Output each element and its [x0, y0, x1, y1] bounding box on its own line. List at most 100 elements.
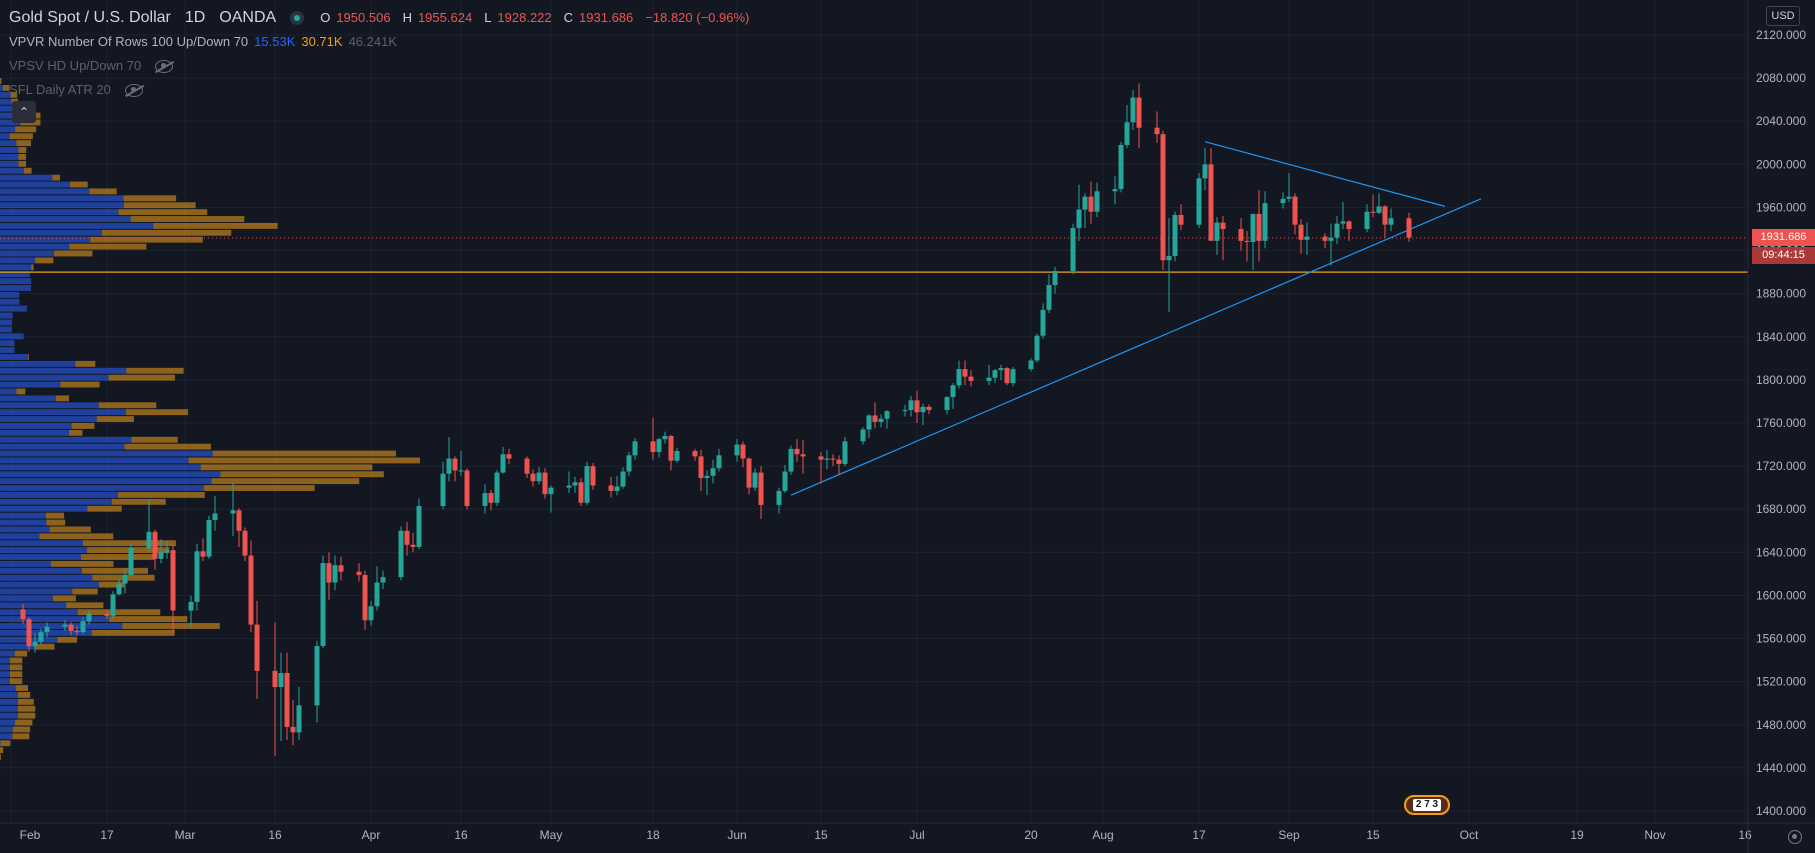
candle — [842, 437, 848, 467]
indicator-row-vpvr[interactable]: VPVR Number Of Rows 100 Up/Down 70 15.53… — [9, 30, 755, 54]
currency-badge[interactable]: USD — [1766, 6, 1800, 26]
vp-bar-down — [69, 429, 83, 436]
candle — [698, 449, 704, 491]
vp-bar-up — [0, 643, 35, 650]
indicator-row-atr[interactable]: SFL Daily ATR 20 — [9, 78, 755, 102]
vp-bar-down — [96, 416, 134, 422]
vp-bar-down — [212, 450, 397, 457]
y-tick-label: 1600.000 — [1756, 588, 1806, 602]
indicator-row-vpsv[interactable]: VPSV HD Up/Down 70 — [9, 54, 755, 78]
candle-body — [20, 609, 26, 620]
vp-bar-up — [0, 698, 18, 705]
y-tick-label: 1440.000 — [1756, 761, 1806, 775]
vp-bar-up — [0, 381, 61, 388]
vp-bar-down — [0, 754, 1, 760]
gear-icon[interactable] — [1788, 830, 1802, 844]
chevron-up-icon: ⌃ — [18, 105, 30, 119]
candle — [44, 622, 50, 638]
candle — [548, 485, 554, 513]
candle — [170, 544, 176, 634]
candle-body — [1382, 206, 1388, 225]
candle-body — [1178, 214, 1184, 225]
symbol-title[interactable]: Gold Spot / U.S. Dollar — [9, 9, 171, 26]
y-tick-label: 1560.000 — [1756, 632, 1806, 646]
candle-body — [782, 471, 788, 491]
vp-bar-down — [111, 498, 166, 505]
y-tick-label: 2000.000 — [1756, 157, 1806, 171]
collapse-legend-button[interactable]: ⌃ — [12, 101, 36, 123]
y-tick-label: 1680.000 — [1756, 502, 1806, 516]
vp-bar-down — [123, 195, 177, 202]
candle-body — [1052, 271, 1058, 286]
vp-bar-down — [81, 567, 148, 574]
candle — [1220, 216, 1226, 261]
candle-body — [926, 406, 932, 411]
candle-body — [80, 621, 86, 633]
candle-body — [368, 606, 374, 621]
candle — [296, 687, 302, 740]
candle-body — [548, 487, 554, 495]
x-tick-label: 18 — [646, 828, 660, 842]
vp-bar-up — [0, 409, 126, 416]
vp-bar-up — [0, 305, 27, 312]
candle-body — [1364, 211, 1370, 229]
candle-body — [1328, 237, 1334, 241]
vp-bar-up — [0, 471, 221, 478]
eye-hidden-icon[interactable] — [155, 59, 174, 73]
candle-body — [1238, 229, 1244, 241]
x-tick-label: 16 — [454, 828, 468, 842]
vp-bar-up — [0, 340, 15, 347]
vp-bar-up — [0, 388, 17, 395]
indicator-label[interactable]: VPSV HD Up/Down 70 — [9, 58, 142, 73]
vp-bar-up — [0, 429, 70, 436]
candle — [944, 396, 950, 415]
candle-body — [26, 619, 32, 647]
vp-bar-down — [15, 719, 33, 726]
candle — [122, 568, 128, 594]
candle-body — [1088, 196, 1094, 212]
trendline — [1204, 141, 1446, 207]
vp-bar-up — [0, 174, 53, 181]
candle — [506, 448, 512, 464]
indicator-label[interactable]: VPVR Number Of Rows 100 Up/Down 70 — [9, 34, 249, 49]
candle-body — [230, 510, 236, 514]
candle — [1238, 218, 1244, 251]
last-price-label: 1931.686 — [1752, 228, 1815, 246]
trendline — [790, 198, 1482, 496]
interval-label[interactable]: 1D — [184, 9, 206, 26]
candle — [1052, 266, 1058, 294]
candle — [374, 566, 380, 611]
candle-body — [1172, 214, 1178, 256]
vp-bar-up — [0, 533, 40, 540]
candle — [356, 563, 362, 582]
vp-bar-up — [0, 719, 16, 726]
vp-bar-down — [108, 374, 175, 381]
vp-bar-down — [71, 423, 95, 429]
candle-body — [716, 455, 722, 469]
eye-hidden-icon[interactable] — [124, 83, 143, 97]
candle-body — [830, 458, 836, 460]
candle-body — [68, 624, 74, 632]
candle-body — [152, 531, 158, 559]
vp-bar-down — [98, 402, 157, 409]
candle-body — [998, 368, 1004, 371]
candle — [950, 383, 956, 409]
indicator-label[interactable]: SFL Daily ATR 20 — [9, 82, 111, 97]
candle — [230, 483, 236, 537]
broker-label[interactable]: OANDA — [219, 9, 277, 26]
candle-body — [116, 583, 122, 595]
candle — [1322, 233, 1328, 249]
candle-body — [872, 415, 878, 422]
vp-bar-down — [52, 595, 76, 602]
vp-bar-down — [125, 409, 189, 416]
candle — [710, 459, 716, 484]
candle-body — [788, 448, 794, 472]
candle — [194, 543, 200, 611]
economic-events-badge[interactable]: 2 7 3 — [1404, 795, 1450, 815]
vp-bar-up — [0, 526, 50, 533]
candle-body — [446, 458, 452, 474]
candle — [1112, 176, 1118, 205]
candle — [716, 448, 722, 472]
